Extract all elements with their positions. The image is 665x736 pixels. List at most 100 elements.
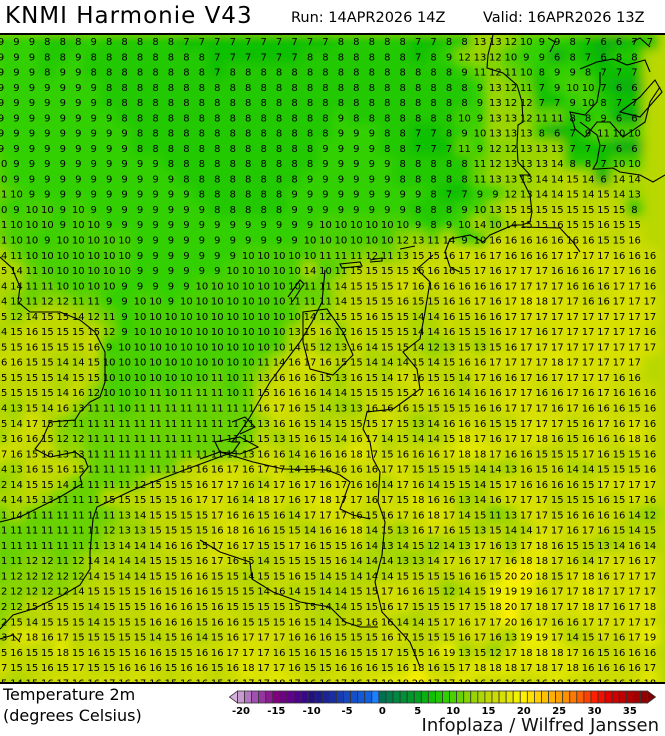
- temperature-value: 15: [41, 465, 54, 476]
- temperature-cell: [533, 93, 551, 111]
- color-bar-box: [470, 690, 479, 704]
- temperature-cell: [332, 215, 350, 233]
- temperature-cell: [363, 78, 381, 96]
- temperature-cell: [316, 230, 335, 249]
- temperature-cell: [579, 154, 597, 172]
- temperature-value: 14: [458, 388, 471, 399]
- temperature-cell: [316, 368, 335, 386]
- temperature-value: 12: [0, 617, 7, 628]
- temperature-value: 9: [322, 174, 328, 185]
- temperature-cell: [471, 154, 489, 172]
- temperature-value: 16: [257, 526, 270, 537]
- temperature-value: 13: [535, 159, 548, 170]
- temperature-cell: [0, 322, 10, 340]
- temperature-value: 15: [613, 526, 626, 537]
- temperature-value: 15: [458, 312, 471, 323]
- temperature-value: 11: [26, 510, 39, 521]
- temperature-value: 8: [446, 129, 452, 140]
- temperature-value: 16: [288, 388, 301, 399]
- temperature-cell: [347, 337, 366, 356]
- temperature-cell: [100, 169, 118, 188]
- temperature-value: 12: [103, 526, 116, 537]
- temperature-value: 11: [535, 113, 548, 124]
- temperature-cell: [146, 230, 165, 249]
- temperature-value: 15: [427, 465, 440, 476]
- temperature-value: 8: [384, 52, 390, 63]
- temperature-cell: [563, 246, 582, 264]
- temperature-cell: [316, 35, 335, 50]
- temperature-cell: [239, 337, 257, 356]
- temperature-value: 14: [535, 190, 548, 201]
- temperature-value: 17: [489, 358, 502, 369]
- temperature-cell: [301, 35, 319, 50]
- temperature-value: 15: [458, 403, 471, 414]
- temperature-value: 17: [458, 602, 471, 613]
- temperature-value: 15: [10, 388, 23, 399]
- temperature-value: 9: [91, 190, 97, 201]
- temperature-value: 18: [566, 663, 579, 674]
- temperature-value: 9: [75, 68, 81, 79]
- temperature-value: 16: [412, 480, 425, 491]
- temperature-cell: [115, 123, 134, 142]
- temperature-cell: [7, 276, 26, 294]
- temperature-cell: [177, 62, 196, 81]
- temperature-value: 16: [288, 495, 301, 506]
- temperature-value: 8: [230, 129, 236, 140]
- temperature-value: 13: [504, 159, 517, 170]
- valid-time: Valid: 16APR2026 13Z: [483, 10, 645, 26]
- temperature-cell: [131, 414, 149, 432]
- temperature-value: 16: [489, 388, 502, 399]
- temperature-value: 17: [350, 495, 363, 506]
- temperature-cell: [440, 307, 458, 325]
- temperature-value: 9: [44, 113, 50, 124]
- temperature-value: 17: [551, 251, 564, 262]
- temperature-cell: [347, 398, 366, 417]
- temperature-value: 8: [430, 159, 436, 170]
- temperature-value: 17: [335, 678, 348, 684]
- temperature-value: 9: [322, 205, 328, 216]
- temperature-value: 16: [87, 678, 100, 684]
- temperature-cell: [54, 230, 72, 249]
- temperature-cell: [332, 93, 350, 111]
- temperature-cell: [486, 200, 505, 218]
- temperature-value: 8: [152, 68, 158, 79]
- temperature-value: 14: [257, 480, 270, 491]
- temperature-value: 10: [26, 236, 39, 247]
- temperature-cell: [610, 62, 628, 81]
- temperature-value: 10: [211, 281, 224, 292]
- temperature-value: 16: [474, 571, 487, 582]
- temperature-cell: [224, 123, 242, 142]
- temperature-cell: [38, 429, 57, 447]
- temperature-value: 17: [566, 587, 579, 598]
- temperature-value: 17: [613, 327, 626, 338]
- temperature-value: 9: [461, 236, 467, 247]
- temperature-value: 11: [103, 419, 116, 430]
- temperature-cell: [23, 200, 41, 218]
- temperature-value: 16: [381, 403, 394, 414]
- temperature-cell: [177, 337, 196, 356]
- temperature-value: 16: [458, 419, 471, 430]
- temperature-value: 7: [585, 52, 591, 63]
- temperature-cell: [424, 353, 443, 371]
- temperature-value: 14: [628, 526, 641, 537]
- temperature-cell: [84, 444, 103, 462]
- temperature-value: 12: [87, 388, 100, 399]
- temperature-value: 14: [26, 312, 39, 323]
- temperature-cell: [594, 291, 613, 310]
- temperature-cell: [563, 215, 582, 233]
- temperature-cell: [471, 123, 489, 142]
- temperature-cell: [409, 429, 427, 447]
- temperature-value: 17: [582, 312, 595, 323]
- temperature-value: 15: [335, 419, 348, 430]
- temperature-value: 8: [214, 113, 220, 124]
- temperature-value: 10: [396, 220, 409, 231]
- temperature-cell: [471, 47, 489, 65]
- temperature-value: 10: [489, 220, 502, 231]
- temperature-value: 13: [520, 129, 533, 140]
- temperature-cell: [23, 169, 41, 188]
- temperature-value: 15: [41, 480, 54, 491]
- temperature-value: 12: [56, 297, 69, 308]
- temperature-cell: [254, 185, 273, 203]
- temperature-value: 13: [504, 174, 517, 185]
- temperature-cell: [393, 398, 412, 417]
